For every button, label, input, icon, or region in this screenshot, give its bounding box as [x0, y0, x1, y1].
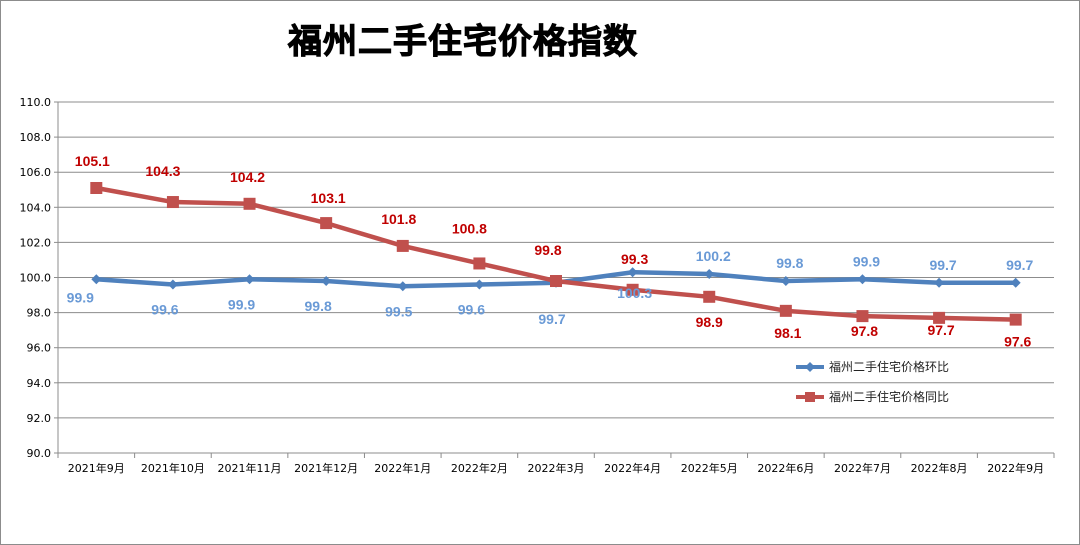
data-point-mom — [91, 274, 102, 285]
data-label-yoy: 104.3 — [145, 163, 180, 179]
data-point-yoy — [933, 311, 946, 324]
data-label-mom: 99.7 — [929, 257, 956, 273]
legend-marker — [805, 392, 815, 402]
data-label-mom: 99.7 — [1006, 257, 1033, 273]
y-tick-label: 96.0 — [27, 342, 52, 355]
x-tick-label: 2022年7月 — [834, 461, 891, 475]
data-label-mom: 99.8 — [776, 255, 803, 271]
y-tick-label: 104.0 — [20, 201, 52, 214]
data-label-yoy: 97.8 — [851, 323, 878, 339]
x-tick-label: 2022年5月 — [681, 461, 738, 475]
y-tick-label: 98.0 — [27, 307, 52, 320]
data-label-mom: 100.3 — [617, 285, 652, 301]
data-point-yoy — [90, 181, 103, 194]
data-point-mom — [244, 274, 255, 285]
data-label-mom: 99.6 — [151, 302, 178, 318]
y-tick-label: 92.0 — [27, 412, 52, 425]
data-label-yoy: 97.7 — [927, 322, 954, 338]
data-point-yoy — [473, 257, 486, 270]
data-point-mom — [321, 276, 332, 287]
x-tick-label: 2022年8月 — [911, 461, 968, 475]
series-lines — [90, 181, 1022, 326]
x-tick-label: 2021年11月 — [218, 461, 282, 475]
y-tick-label: 90.0 — [27, 447, 52, 460]
data-label-mom: 99.9 — [853, 253, 880, 269]
data-point-yoy — [166, 196, 179, 209]
axes: 90.0 92.0 94.0 96.0 98.0 100.0 102.0 104.0 106.0… — [20, 96, 1055, 475]
data-label-mom: 99.8 — [305, 298, 332, 314]
x-tick-label: 2022年2月 — [451, 461, 508, 475]
data-point-yoy — [550, 275, 562, 288]
y-tick-label: 106.0 — [20, 166, 52, 179]
x-tick-label: 2022年4月 — [604, 461, 661, 475]
data-point-mom — [934, 277, 945, 288]
data-label-mom: 99.9 — [228, 296, 255, 312]
y-tick-label: 108.0 — [20, 131, 52, 144]
data-point-yoy — [396, 239, 409, 252]
data-label-yoy: 99.8 — [534, 242, 561, 258]
data-point-mom — [1010, 277, 1021, 288]
data-label-mom: 99.9 — [67, 289, 94, 305]
data-label-yoy: 104.2 — [230, 169, 265, 185]
legend-label-mom: 福州二手住宅价格环比 — [829, 359, 949, 374]
data-point-mom — [857, 274, 868, 285]
chart-title: 福州二手住宅价格指数 — [288, 22, 638, 63]
legend-marker — [805, 362, 815, 372]
x-tick-label: 2021年9月 — [68, 461, 125, 475]
data-point-mom — [397, 281, 408, 292]
data-label-yoy: 99.3 — [621, 251, 648, 267]
data-labels: 99.9 99.6 99.9 99.8 99.5 99.6 99.7 100.3 100.2 99… — [67, 153, 1034, 350]
y-tick-label: 110.0 — [20, 96, 52, 109]
data-label-mom: 99.5 — [385, 303, 412, 319]
legend-label-yoy: 福州二手住宅价格同比 — [829, 389, 949, 404]
x-tick-label: 2022年3月 — [528, 461, 585, 475]
data-label-yoy: 98.1 — [774, 325, 801, 341]
data-point-yoy — [703, 290, 716, 303]
data-point-mom — [780, 276, 791, 287]
data-label-mom: 99.6 — [458, 302, 485, 318]
data-point-yoy — [779, 304, 792, 317]
data-point-yoy — [243, 197, 256, 210]
x-tick-label: 2022年1月 — [374, 461, 431, 475]
y-tick-label: 102.0 — [20, 236, 52, 249]
data-point-yoy — [1009, 313, 1022, 326]
data-point-mom — [474, 279, 485, 290]
data-point-yoy — [626, 283, 639, 296]
data-point-yoy — [856, 310, 869, 323]
data-label-yoy: 97.6 — [1004, 334, 1031, 350]
data-label-yoy: 103.1 — [311, 190, 346, 206]
x-tick-label: 2021年10月 — [141, 461, 205, 475]
data-point-mom — [627, 267, 638, 278]
data-label-mom: 99.7 — [538, 311, 565, 327]
data-label-yoy: 105.1 — [75, 153, 110, 169]
data-point-yoy — [320, 217, 333, 230]
data-point-mom — [167, 279, 178, 290]
x-tick-label: 2022年6月 — [757, 461, 814, 475]
y-tick-label: 94.0 — [27, 377, 52, 390]
data-label-yoy: 101.8 — [381, 211, 416, 227]
data-label-mom: 100.2 — [696, 248, 731, 264]
data-label-yoy: 98.9 — [696, 314, 723, 330]
data-label-yoy: 100.8 — [452, 220, 487, 236]
y-tick-label: 100.0 — [20, 272, 52, 285]
data-point-mom — [704, 268, 715, 279]
x-tick-label: 2021年12月 — [294, 461, 358, 475]
x-tick-label: 2022年9月 — [987, 461, 1044, 475]
